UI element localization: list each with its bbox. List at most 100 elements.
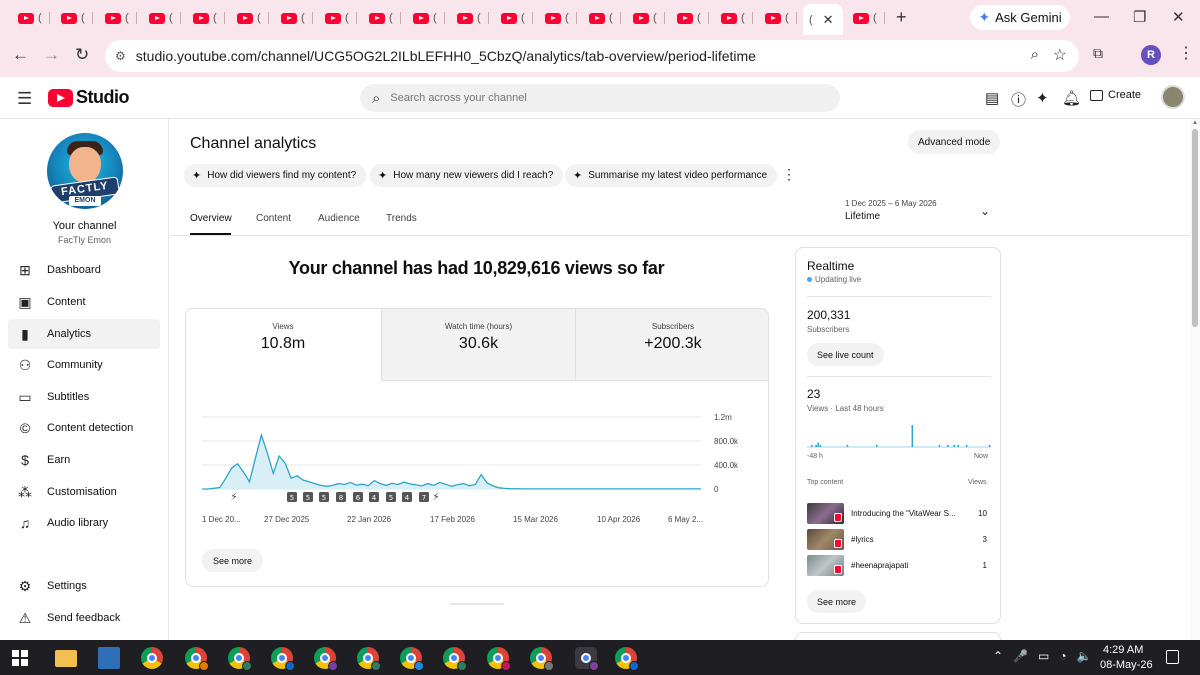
metric-views[interactable]: Views 10.8m	[186, 309, 380, 381]
hamburger-menu-icon[interactable]: ☰	[17, 89, 33, 108]
publish-marker[interactable]: 5	[386, 492, 396, 502]
realtime-bar[interactable]	[953, 444, 955, 447]
sidebar-item-audio-library[interactable]: ♫ Audio library	[8, 508, 160, 538]
sidebar-item-earn[interactable]: $ Earn	[8, 445, 160, 475]
browser-tab[interactable]: (	[187, 7, 225, 29]
realtime-bar[interactable]	[876, 444, 878, 447]
browser-tab[interactable]: (	[627, 7, 665, 29]
pen-icon[interactable]: 🎤	[1013, 649, 1029, 663]
file-explorer-icon[interactable]	[55, 650, 77, 667]
realtime-see-more-button[interactable]: See more	[807, 590, 867, 613]
browser-tab[interactable]: (	[363, 7, 401, 29]
clock-time[interactable]: 4:29 AM	[1103, 644, 1144, 656]
studio-search-input[interactable]	[390, 92, 791, 104]
chrome-taskbar-icon[interactable]	[357, 647, 381, 671]
publish-marker[interactable]: 5	[287, 492, 297, 502]
sidebar-item-send-feedback[interactable]: ⚠ Send feedback	[8, 603, 160, 633]
publish-marker[interactable]: 6	[353, 492, 363, 502]
windows-start-icon[interactable]	[12, 650, 28, 666]
show-hidden-icons-icon[interactable]: ⌃	[993, 649, 1004, 663]
chrome-taskbar-icon[interactable]	[400, 647, 424, 671]
browser-tab[interactable]: (	[539, 7, 577, 29]
tab-content[interactable]: Content	[256, 213, 292, 224]
browser-tab[interactable]: (	[451, 7, 489, 29]
more-options-icon[interactable]: ⋮	[782, 166, 796, 182]
ai-chip-summarise[interactable]: ✦ Summarise my latest video performance	[565, 164, 778, 187]
clock-date[interactable]: 08-May-26	[1100, 659, 1153, 671]
sidebar-item-community[interactable]: ⚇ Community	[8, 350, 160, 380]
new-tab-button[interactable]: +	[896, 7, 907, 27]
account-avatar[interactable]	[1161, 85, 1185, 109]
ai-sparkle-icon[interactable]: ✦	[1036, 90, 1049, 107]
notification-center-icon[interactable]	[1166, 650, 1179, 664]
publish-marker[interactable]: 4	[402, 492, 412, 502]
volume-icon[interactable]: 🔈	[1076, 649, 1092, 663]
sidebar-item-content-detection[interactable]: © Content detection	[8, 413, 160, 443]
studio-search-bar[interactable]: ⌕	[360, 84, 840, 112]
publish-marker[interactable]: 5	[303, 492, 313, 502]
ai-chip-viewers-find[interactable]: ✦ How did viewers find my content?	[184, 164, 367, 187]
publish-marker[interactable]: 8	[336, 492, 346, 502]
address-bar[interactable]: ⚙ studio.youtube.com/channel/UCG5OG2L2IL…	[105, 40, 1079, 72]
metric-subscribers[interactable]: Subscribers +200.3k	[575, 309, 768, 381]
url-text[interactable]: studio.youtube.com/channel/UCG5OG2L2ILbL…	[135, 48, 756, 64]
tab-overview[interactable]: Overview	[190, 213, 232, 224]
browser-tab[interactable]: (	[319, 7, 357, 29]
chrome-taskbar-icon[interactable]	[185, 647, 209, 671]
notifications-icon[interactable]: 🔔︎	[1062, 90, 1082, 107]
active-browser-tab[interactable]: (✕	[803, 4, 843, 35]
realtime-bar[interactable]	[846, 444, 849, 447]
publish-marker[interactable]: ⚡	[229, 492, 239, 503]
see-live-count-button[interactable]: See live count	[807, 343, 884, 366]
realtime-bar[interactable]	[819, 444, 822, 447]
chrome-taskbar-icon[interactable]	[314, 647, 338, 671]
sidebar-item-subtitles[interactable]: ▭ Subtitles	[8, 382, 160, 412]
reload-icon[interactable]: ↻	[75, 45, 90, 64]
minimize-window-button[interactable]: —	[1094, 8, 1109, 25]
sidebar-item-analytics[interactable]: ▮ Analytics	[8, 319, 160, 349]
browser-tab[interactable]: (	[12, 7, 50, 29]
date-range-text[interactable]: 1 Dec 2025 – 6 May 2026	[845, 199, 937, 208]
help-icon[interactable]: ⓘ	[1011, 92, 1027, 109]
top-content-row[interactable]: #lyrics 3	[807, 529, 991, 551]
chrome-taskbar-icon[interactable]	[530, 647, 554, 671]
captions-icon[interactable]: ▤	[985, 90, 1000, 107]
back-icon[interactable]: ←	[12, 45, 29, 64]
browser-tab[interactable]: (	[275, 7, 313, 29]
browser-tab[interactable]: (	[671, 7, 709, 29]
views-series-line[interactable]	[202, 432, 701, 490]
realtime-bar[interactable]	[965, 444, 968, 447]
scrollbar-thumb[interactable]	[1192, 129, 1198, 327]
create-button[interactable]: Create	[1090, 89, 1141, 101]
browser-profile-avatar[interactable]: R	[1141, 45, 1161, 65]
scroll-up-arrow-icon[interactable]: ▲	[1192, 120, 1198, 126]
chrome-taskbar-icon[interactable]	[487, 647, 511, 671]
forward-icon[interactable]: →	[43, 45, 60, 64]
publish-marker[interactable]: 4	[369, 492, 379, 502]
wifi-icon[interactable]: ◔	[1059, 649, 1067, 663]
sidebar-item-customisation[interactable]: ⁂ Customisation	[8, 477, 160, 507]
calculator-icon[interactable]	[98, 647, 120, 669]
browser-tab[interactable]: (	[759, 7, 797, 29]
realtime-bar[interactable]	[988, 444, 991, 447]
publish-marker[interactable]: ⚡	[431, 492, 441, 503]
ai-chip-new-viewers[interactable]: ✦ How many new viewers did I reach?	[370, 164, 564, 187]
advanced-mode-button[interactable]: Advanced mode	[908, 130, 1001, 154]
realtime-bar[interactable]	[938, 444, 941, 447]
realtime-bar-chart[interactable]	[807, 418, 991, 448]
browser-tab[interactable]: (	[143, 7, 181, 29]
browser-tab[interactable]: (	[715, 7, 753, 29]
see-more-button[interactable]: See more	[202, 549, 264, 572]
battery-icon[interactable]: ▭	[1038, 649, 1050, 663]
sidebar-item-settings[interactable]: ⚙ Settings	[8, 571, 160, 601]
views-line-chart[interactable]: 1.2m 800.0k 400.0k 0 ⚡ 5 5 5 8 6 4 5 4 7 ⚡ 1 Dec 20... 2…	[186, 399, 769, 549]
tab-audience[interactable]: Audience	[318, 213, 360, 224]
browser-tab[interactable]: (	[583, 7, 621, 29]
tab-trends[interactable]: Trends	[386, 213, 417, 224]
publish-marker[interactable]: 7	[419, 492, 429, 502]
realtime-bar[interactable]	[957, 444, 960, 447]
restore-window-button[interactable]: ❐	[1133, 9, 1147, 26]
chrome-taskbar-icon[interactable]	[575, 647, 599, 671]
close-tab-icon[interactable]: ✕	[822, 11, 834, 27]
zoom-icon[interactable]: ⌕	[1030, 46, 1039, 63]
